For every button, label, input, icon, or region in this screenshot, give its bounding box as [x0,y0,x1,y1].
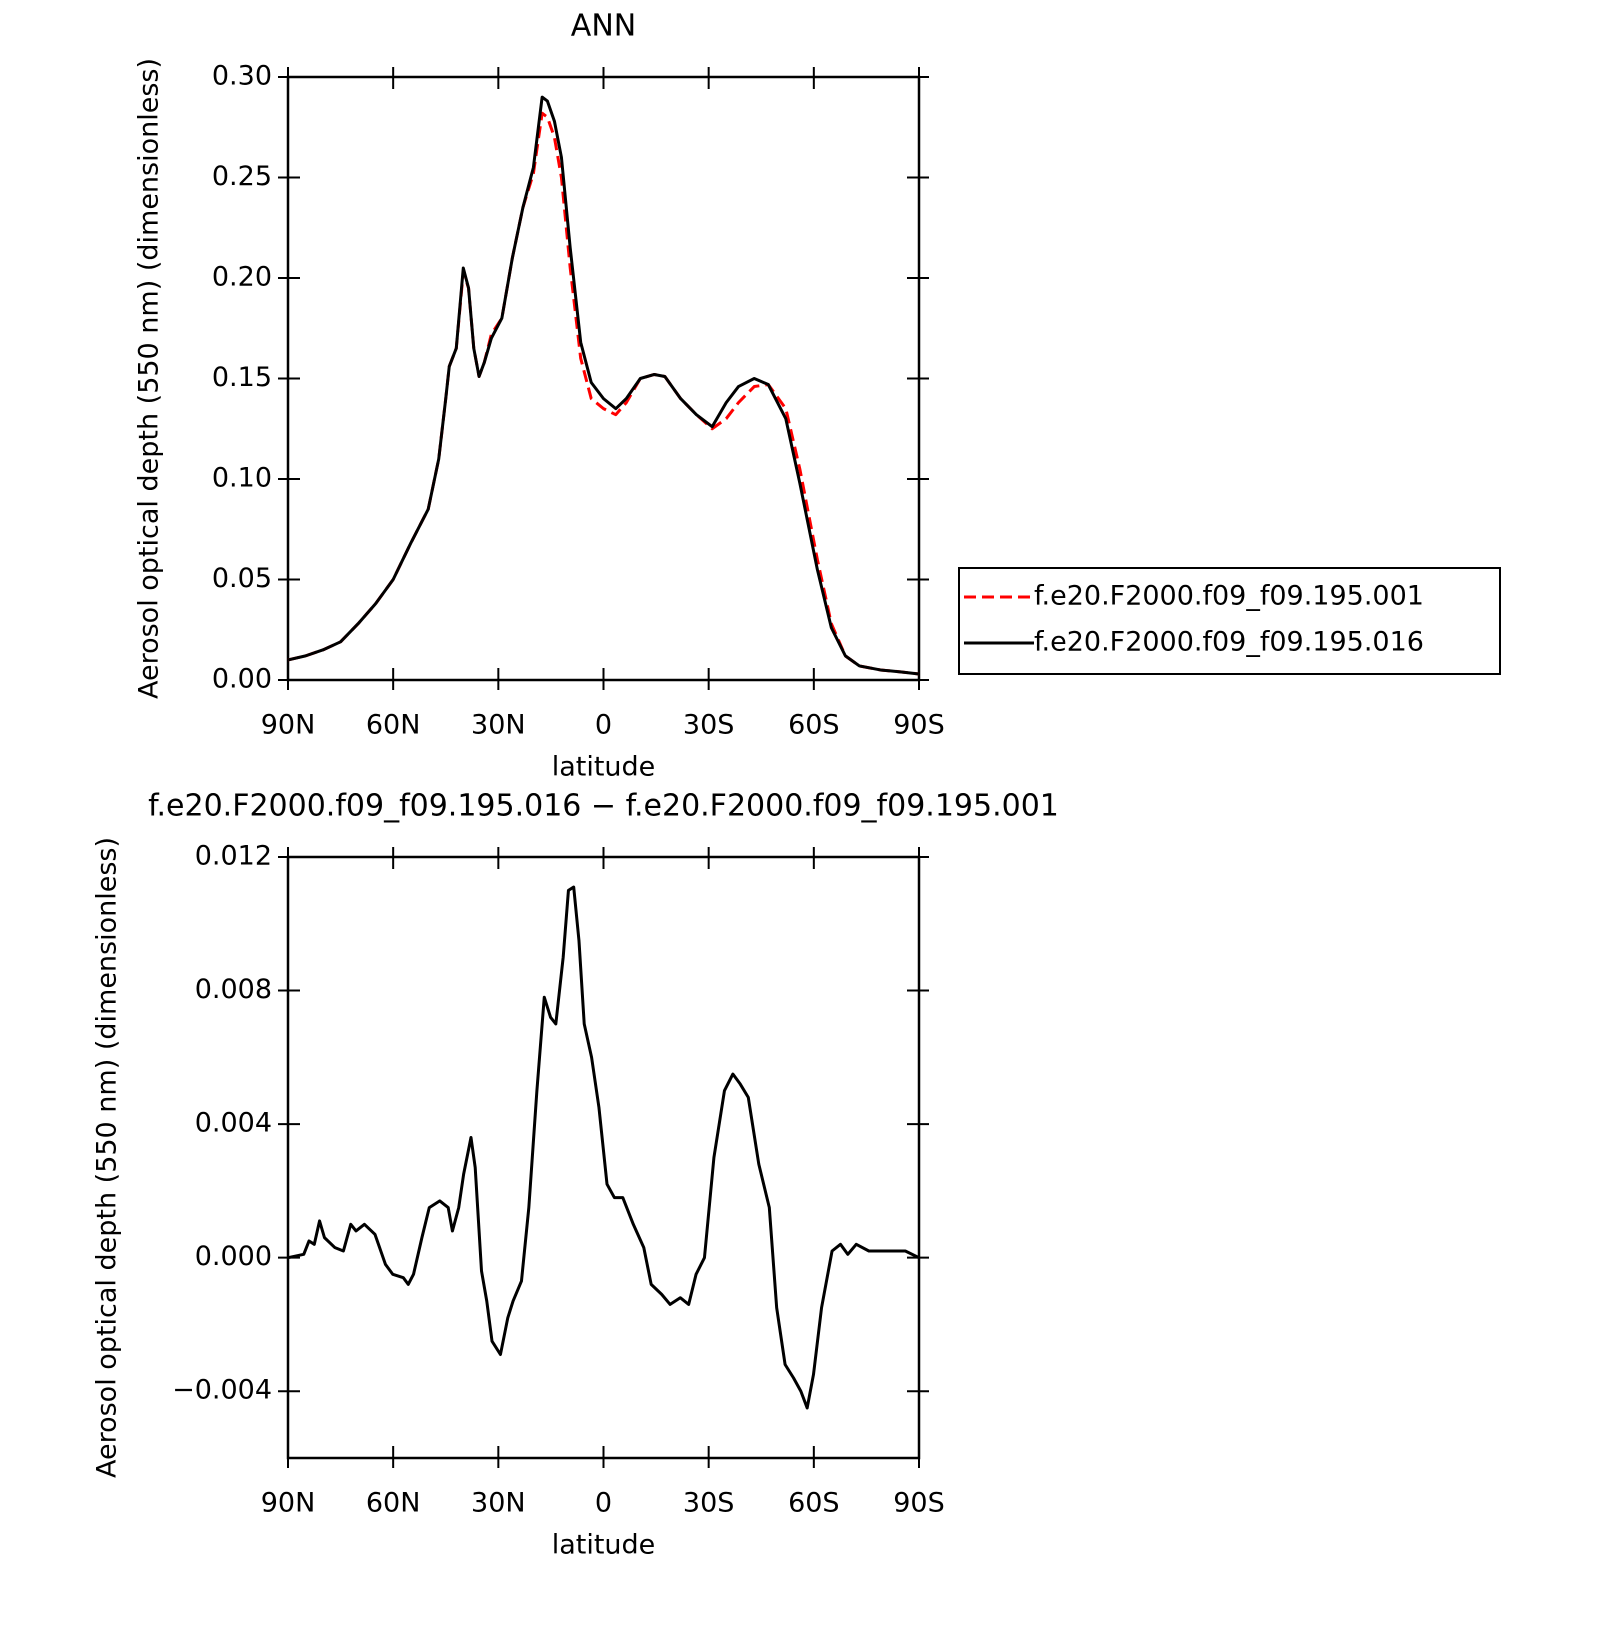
x-tick-label: 60N [366,710,421,741]
x-tick-label: 0 [595,1488,612,1519]
y-tick-label: 0.25 [212,161,272,192]
data-line [287,95,920,676]
y-tick-label: 0.000 [195,1241,272,1272]
y-tick-label: 0.20 [212,262,272,293]
legend-box [958,567,1501,675]
plot-frame [286,75,921,682]
data-line [287,885,920,1410]
y-tick-label: 0.10 [212,463,272,494]
chart-title: f.e20.F2000.f09_f09.195.016 − f.e20.F200… [148,789,1059,824]
y-axis-label: Aerosol optical depth (550 nm) (dimensio… [134,58,165,699]
y-tick-label: −0.004 [172,1375,272,1406]
legend-label: f.e20.F2000.f09_f09.195.001 [1034,581,1424,612]
x-tick-label: 60N [366,1488,421,1519]
chart-title: ANN [571,9,636,44]
x-tick-label: 0 [595,710,612,741]
x-tick-label: 90S [893,710,945,741]
x-tick-label: 30N [471,1488,526,1519]
x-tick-label: 90N [261,1488,316,1519]
legend-label: f.e20.F2000.f09_f09.195.016 [1034,627,1424,658]
x-tick-label: 30S [683,1488,735,1519]
y-tick-label: 0.00 [212,664,272,695]
x-tick-label: 60S [788,1488,840,1519]
y-tick-label: 0.008 [195,974,272,1005]
x-tick-label: 30S [683,710,735,741]
x-tick-label: 60S [788,710,840,741]
x-tick-label: 30N [471,710,526,741]
x-axis-label: latitude [552,752,656,783]
y-tick-label: 0.004 [195,1108,272,1139]
y-tick-label: 0.05 [212,563,272,594]
data-line [287,111,920,676]
x-tick-label: 90S [893,1488,945,1519]
x-tick-label: 90N [261,710,316,741]
y-axis-label: Aerosol optical depth (550 nm) (dimensio… [92,837,123,1478]
y-tick-label: 0.30 [212,61,272,92]
x-axis-label: latitude [552,1530,656,1561]
y-tick-label: 0.15 [212,362,272,393]
plot-frame [286,855,921,1460]
y-tick-label: 0.012 [195,841,272,872]
